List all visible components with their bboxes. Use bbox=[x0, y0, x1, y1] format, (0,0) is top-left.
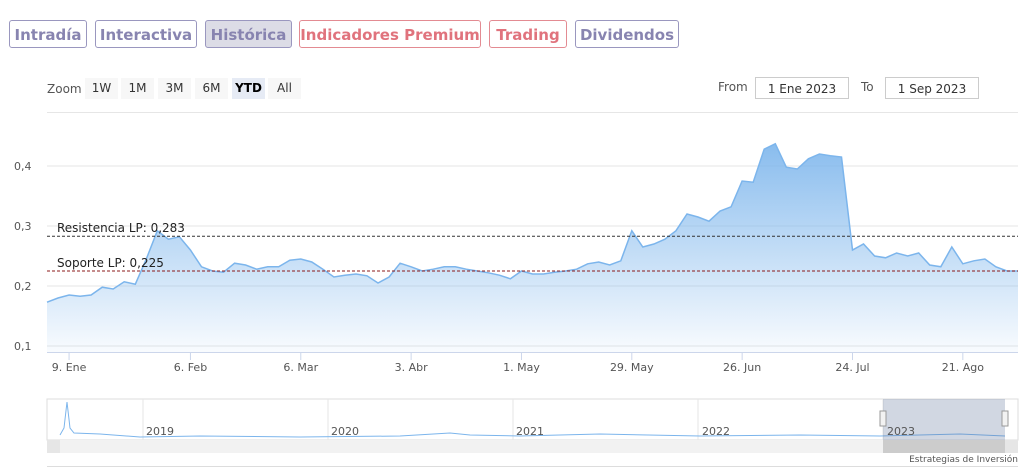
tab[interactable]: Indicadores Premium bbox=[299, 20, 481, 48]
zoom-button[interactable]: YTD bbox=[232, 78, 265, 99]
from-label: From bbox=[718, 80, 748, 94]
to-label: To bbox=[861, 80, 874, 94]
navigator-selection[interactable] bbox=[883, 399, 1005, 440]
navigator-label: 2019 bbox=[146, 425, 174, 438]
scrollbar-thumb[interactable] bbox=[883, 440, 1005, 453]
navigator-label: 2022 bbox=[702, 425, 730, 438]
navigator-handle[interactable] bbox=[879, 410, 887, 427]
y-tick-label: 0,3 bbox=[14, 220, 32, 233]
x-tick-label: 26. Jun bbox=[723, 361, 761, 374]
navigator-label: 2023 bbox=[887, 425, 915, 438]
x-tick-label: 29. May bbox=[610, 361, 654, 374]
x-tick-label: 3. Abr bbox=[395, 361, 428, 374]
x-tick-label: 6. Mar bbox=[283, 361, 318, 374]
tab[interactable]: Trading bbox=[489, 20, 567, 48]
tab[interactable]: Dividendos bbox=[575, 20, 679, 48]
navigator-line bbox=[59, 401, 1006, 438]
tab[interactable]: Histórica bbox=[205, 20, 292, 48]
area-fill bbox=[47, 143, 1018, 352]
zoom-button[interactable]: All bbox=[268, 78, 301, 99]
reference-label: Soporte LP: 0,225 bbox=[57, 256, 164, 270]
x-tick-label: 21. Ago bbox=[942, 361, 984, 374]
zoom-button[interactable]: 6M bbox=[195, 78, 228, 99]
y-tick-label: 0,4 bbox=[14, 160, 32, 173]
x-tick-label: 9. Ene bbox=[52, 361, 87, 374]
tab[interactable]: Interactiva bbox=[95, 20, 197, 48]
x-tick-label: 1. May bbox=[503, 361, 540, 374]
tab[interactable]: Intradía bbox=[9, 20, 87, 48]
reference-label: Resistencia LP: 0,283 bbox=[57, 221, 185, 235]
navigator-handle[interactable] bbox=[1001, 410, 1009, 427]
scrollbar-track[interactable] bbox=[47, 440, 1018, 453]
x-tick-label: 24. Jul bbox=[835, 361, 869, 374]
y-tick-label: 0,2 bbox=[14, 280, 32, 293]
zoom-label: Zoom bbox=[47, 82, 82, 96]
zoom-button[interactable]: 1W bbox=[85, 78, 118, 99]
footer: Estrategias de Inversión bbox=[909, 454, 1018, 465]
scroll-left[interactable] bbox=[47, 440, 60, 453]
x-tick-label: 6. Feb bbox=[174, 361, 207, 374]
zoom-button[interactable]: 1M bbox=[121, 78, 154, 99]
navigator-label: 2020 bbox=[331, 425, 359, 438]
y-tick-label: 0,1 bbox=[14, 340, 32, 353]
navigator-label: 2021 bbox=[516, 425, 544, 438]
to-input[interactable]: 1 Sep 2023 bbox=[885, 77, 979, 99]
price-line bbox=[46, 142, 1018, 303]
scroll-right[interactable] bbox=[1005, 440, 1018, 453]
navigator: 2019 2020 2021 2022 2023 bbox=[46, 398, 1019, 453]
from-input[interactable]: 1 Ene 2023 bbox=[755, 77, 849, 99]
zoom-button[interactable]: 3M bbox=[158, 78, 191, 99]
